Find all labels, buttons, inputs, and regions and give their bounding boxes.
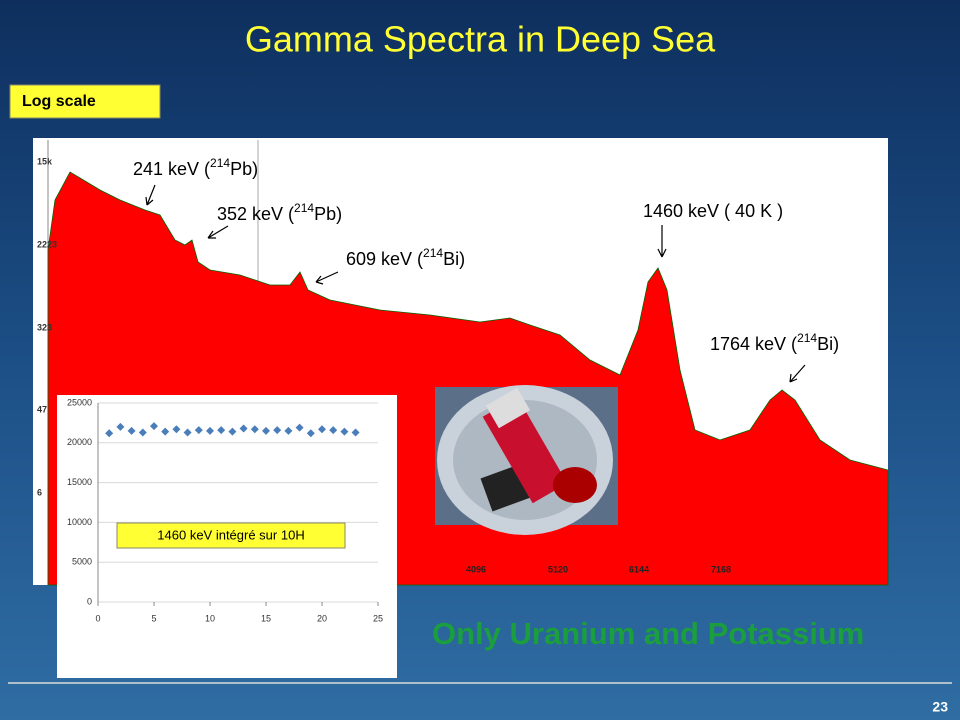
detector-photo (435, 385, 618, 535)
peak-label: 609 keV (214Bi) (346, 246, 465, 269)
point (318, 425, 326, 434)
peak-element: Pb) (314, 204, 342, 224)
point (217, 426, 226, 435)
point (161, 427, 170, 436)
y-tick-label: 25000 (67, 397, 92, 407)
point (183, 428, 192, 437)
x-tick-label: 15 (261, 613, 271, 623)
peak-energy: 352 keV ( (217, 204, 294, 224)
inset-label: 1460 keV intégré sur 10H (157, 527, 304, 542)
y-tick-label: 5000 (72, 557, 92, 567)
conclusion: Only Uranium and Potassium (432, 616, 864, 651)
peak-mass: 214 (210, 156, 230, 170)
peak-energy: 241 keV ( (133, 159, 210, 179)
inset-label-box (116, 522, 346, 549)
point (194, 426, 203, 435)
spectrum-y-label: 2223 (37, 239, 57, 249)
peak-label: 1460 keV ( 40 K ) (643, 201, 783, 221)
peak-mass: 214 (797, 331, 817, 345)
peak-element: Bi) (443, 249, 465, 269)
spectrum-y-label: 323 (37, 322, 52, 332)
title: Gamma Spectra in Deep Sea (245, 19, 716, 60)
point (295, 423, 304, 432)
point (239, 424, 248, 433)
page-number: 23 (932, 699, 948, 715)
x-tick-label: 10 (205, 613, 215, 623)
point (116, 422, 125, 431)
x-tick-label: 25 (373, 613, 383, 623)
point (105, 429, 114, 438)
point (284, 426, 293, 435)
peak-energy: 1460 keV ( 40 K ) (643, 201, 783, 221)
spectrum-x-label: 7168 (711, 564, 731, 574)
point (127, 426, 136, 435)
peak-label: 1764 keV (214Bi) (710, 331, 839, 354)
spectrum-y-label: 15k (37, 156, 53, 166)
peak-label: 352 keV (214Pb) (217, 201, 342, 224)
y-tick-label: 0 (87, 596, 92, 606)
point (228, 427, 237, 436)
x-tick-label: 0 (95, 613, 100, 623)
spectrum-x-label: 6144 (629, 564, 649, 574)
point (150, 422, 158, 431)
point (262, 426, 270, 435)
peak-element: Bi) (817, 334, 839, 354)
point (206, 426, 214, 435)
peak-arrows (145, 184, 806, 383)
point (340, 427, 349, 436)
point (250, 425, 259, 434)
y-tick-label: 10000 (67, 517, 92, 527)
point (273, 426, 282, 435)
point (351, 428, 360, 437)
x-tick-label: 20 (317, 613, 327, 623)
point (306, 429, 315, 438)
peak-mass: 214 (294, 201, 314, 215)
spectrum-y-label: 47 (37, 404, 47, 414)
spectrum-x-label: 5120 (548, 564, 568, 574)
point (138, 428, 147, 437)
x-tick-label: 5 (151, 613, 156, 623)
y-tick-label: 15000 (67, 477, 92, 487)
peak-energy: 1764 keV ( (710, 334, 797, 354)
peak-element: Pb) (230, 159, 258, 179)
peak-energy: 609 keV ( (346, 249, 423, 269)
spectrum-y-label: 6 (37, 487, 42, 497)
point (172, 425, 181, 434)
y-tick-label: 20000 (67, 437, 92, 447)
scale-note: Log scale (22, 93, 96, 110)
peak-mass: 214 (423, 246, 443, 260)
scale-box (9, 84, 161, 119)
spectrum-x-label: 4096 (466, 564, 486, 574)
point (329, 426, 338, 435)
peak-label: 241 keV (214Pb) (133, 156, 258, 179)
